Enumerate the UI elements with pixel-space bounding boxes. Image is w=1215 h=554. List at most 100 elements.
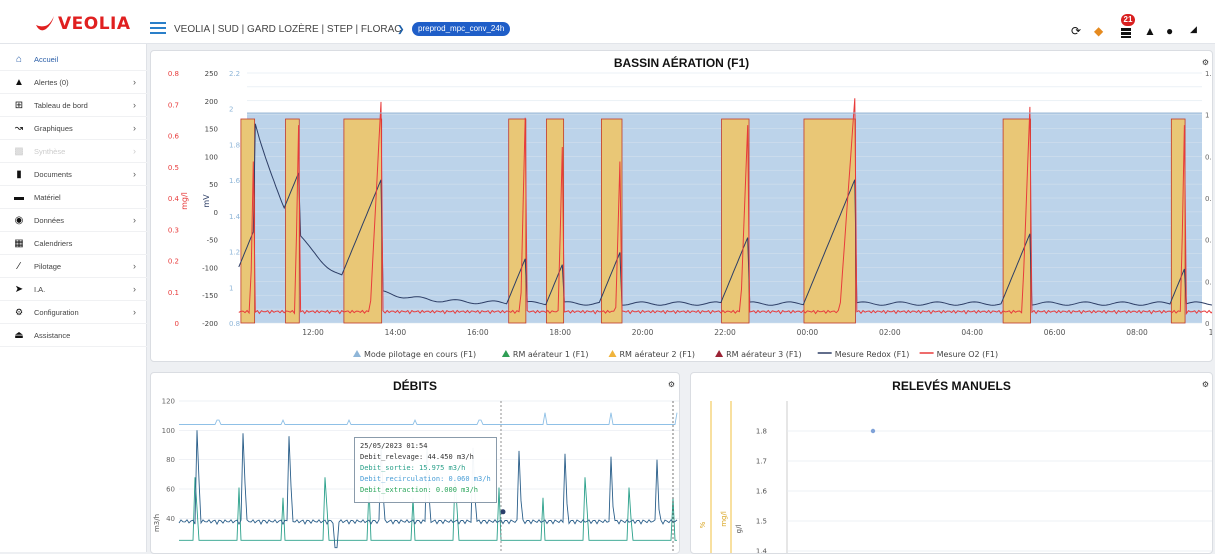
y-tick-label: 0.8	[229, 320, 240, 328]
breadcrumb[interactable]: VEOLIA | SUD | GARD LOZÈRE | STEP | FLOR…	[174, 24, 402, 35]
stack-icon[interactable]	[1120, 24, 1132, 41]
tooltip-row-extraction: Debit_extraction: 0.000 m3/h	[360, 485, 491, 496]
chevron-right-icon: ›	[133, 284, 136, 294]
chevron-right-icon: ›	[133, 100, 136, 110]
sidebar-item-label: Graphiques	[34, 124, 73, 133]
y-tick-label: 0.4	[168, 195, 180, 203]
legend-marker	[353, 350, 361, 357]
server-icon: ▬	[12, 192, 26, 203]
aerator-2-bar	[546, 119, 563, 323]
legend-label: RM aérateur 3 (F1)	[726, 349, 802, 359]
sidebar-item-alertes[interactable]: ▲ Alertes (0) ›	[0, 71, 147, 94]
x-tick-label: 22:00	[714, 328, 736, 337]
chevron-right-icon: ›	[133, 169, 136, 179]
y-tick-label: 60	[166, 486, 175, 494]
tag-icon[interactable]: ◆	[1094, 24, 1103, 38]
sidebar-item-calendriers[interactable]: ▦ Calendriers	[0, 232, 147, 255]
tooltip-label: Debit_sortie	[360, 464, 411, 472]
y-tick-label: -200	[202, 320, 218, 328]
mgl-axis-label: mg/l	[720, 511, 728, 527]
releves-chart[interactable]: %mg/lg/l1.81.71.61.51.4	[691, 373, 1213, 554]
y-tick-label: -100	[202, 264, 218, 272]
clock-icon[interactable]: ●	[1166, 24, 1173, 38]
legend-item[interactable]: RM aérateur 3 (F1)	[715, 349, 802, 359]
y-tick-label: 0.6	[168, 133, 180, 141]
legend-marker	[715, 350, 723, 357]
chevron-right-icon: ›	[133, 215, 136, 225]
legend[interactable]: Mode pilotage en cours (F1) RM aérateur 1…	[353, 349, 998, 359]
y-tick-label: 1.2	[1205, 70, 1213, 78]
redox-axis-label: mV	[202, 194, 211, 208]
sidebar-item-accueil[interactable]: ⌂ Accueil	[0, 48, 147, 71]
tooltip-value: 0.060 m3/h	[449, 475, 491, 483]
bell-icon[interactable]: ▲	[1144, 24, 1156, 38]
sidebar-item-tableau-de-bord[interactable]: ⊞ Tableau de bord ›	[0, 94, 147, 117]
y-tick-label: 0	[175, 320, 179, 328]
bars-icon: ▩	[12, 146, 26, 157]
chevron-right-icon: ›	[133, 146, 136, 156]
sidebar: ⌂ Accueil ▲ Alertes (0) › ⊞ Tableau de b…	[0, 44, 147, 552]
legend-marker	[502, 350, 510, 357]
sidebar-item-materiel[interactable]: ▬ Matériel	[0, 186, 147, 209]
chart-icon: ↝	[12, 123, 26, 134]
data-point[interactable]	[871, 429, 875, 433]
environment-badge[interactable]: preprod_mpc_conv_24h	[412, 22, 510, 36]
x-tick-label: 14:00	[385, 328, 407, 337]
sidebar-item-configuration[interactable]: ⚙ Configuration ›	[0, 301, 147, 324]
sidebar-item-assistance[interactable]: ⏏ Assistance	[0, 324, 147, 347]
sidebar-item-ia[interactable]: ➤ I.A. ›	[0, 278, 147, 301]
x-tick-label: 20:00	[632, 328, 654, 337]
y-tick-label: 0	[214, 209, 218, 217]
tooltip-value: 0.000 m3/h	[436, 486, 478, 494]
legend-label: RM aérateur 1 (F1)	[513, 349, 589, 359]
sidebar-item-pilotage[interactable]: ∕ Pilotage ›	[0, 255, 147, 278]
y-tick-label: 0.7	[168, 101, 179, 109]
legend-item[interactable]: Mesure Redox (F1)	[818, 350, 910, 359]
bassin-chart[interactable]: 0.80.70.60.50.40.30.20.10250200150100500…	[151, 51, 1213, 362]
chevron-down-icon[interactable]: ❯	[397, 24, 405, 35]
legend-item[interactable]: RM aérateur 2 (F1)	[609, 349, 696, 359]
x-tick-label: 18:00	[549, 328, 571, 337]
y-tick-label: -50	[207, 237, 218, 245]
x-tick-label: 02:00	[879, 328, 901, 337]
legend-label: Mesure Redox (F1)	[835, 350, 910, 359]
sidebar-item-label: Documents	[34, 170, 72, 179]
veolia-logo[interactable]: VEOLIA	[34, 14, 131, 34]
caret-icon[interactable]: ◢	[1190, 24, 1197, 35]
tooltip-label: Debit_extraction	[360, 486, 427, 494]
x-tick-label: 16:00	[467, 328, 489, 337]
y-tick-label: 0.3	[168, 226, 179, 234]
sidebar-item-label: Configuration	[34, 308, 79, 317]
y-tick-label: -150	[202, 292, 218, 300]
y-tick-label: 200	[205, 98, 218, 106]
sidebar-item-graphiques[interactable]: ↝ Graphiques ›	[0, 117, 147, 140]
tooltip-row-sortie: Debit_sortie: 15.975 m3/h	[360, 463, 491, 474]
sidebar-item-donnees[interactable]: ◉ Données ›	[0, 209, 147, 232]
aerator-2-bar	[601, 119, 622, 323]
y-tick-label: 2.2	[229, 70, 240, 78]
sidebar-item-synthese: ▩ Synthèse ›	[0, 140, 147, 163]
legend-item[interactable]: Mode pilotage en cours (F1)	[353, 350, 476, 359]
y-tick-label: 1.4	[756, 548, 768, 554]
y-tick-label: 1	[229, 284, 233, 292]
top-bar: VEOLIA VEOLIA | SUD | GARD LOZÈRE | STEP…	[0, 0, 1215, 44]
chevron-right-icon: ›	[133, 307, 136, 317]
sidebar-item-documents[interactable]: ▮ Documents ›	[0, 163, 147, 186]
notification-count-badge[interactable]: 21	[1121, 14, 1135, 26]
gl-axis-label: g/l	[735, 525, 743, 534]
tooltip-row-recirculation: Debit_recirculation: 0.060 m3/h	[360, 474, 491, 485]
x-tick-label: 10:00	[1209, 328, 1213, 337]
legend-item[interactable]: RM aérateur 1 (F1)	[502, 349, 589, 359]
legend-item[interactable]: Mesure O2 (F1)	[920, 350, 999, 359]
y-tick-label: 100	[162, 427, 175, 435]
y-tick-label: 1.6	[756, 488, 768, 496]
sidebar-item-label: Synthèse	[34, 147, 65, 156]
chevron-right-icon: ›	[133, 77, 136, 87]
hamburger-menu-icon[interactable]	[150, 22, 166, 36]
file-icon: ▮	[12, 169, 26, 180]
y-tick-label: 0.4	[1205, 237, 1213, 245]
refresh-icon[interactable]: ⟳	[1071, 24, 1081, 38]
